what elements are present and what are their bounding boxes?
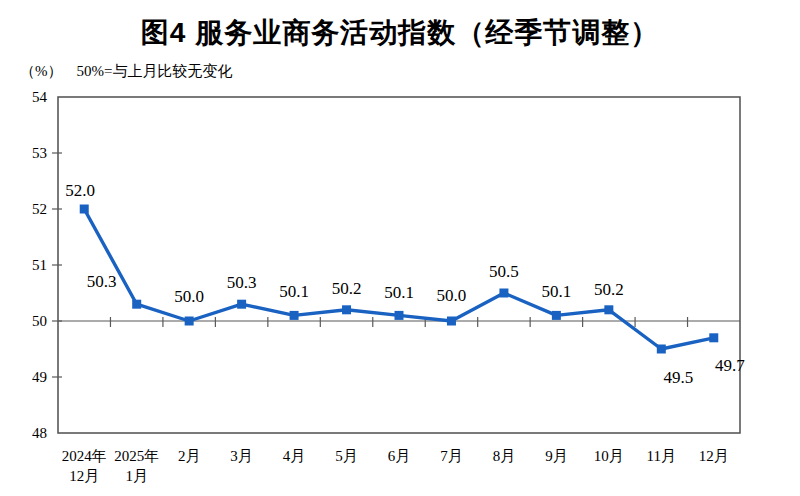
x-axis-label: 4月 bbox=[283, 448, 306, 464]
y-axis-label: 48 bbox=[32, 425, 47, 441]
services-pmi-figure: 图4 服务业商务活动指数（经季节调整） （%）50%=与上月比较无变化 4849… bbox=[0, 0, 800, 496]
data-point-marker bbox=[290, 311, 299, 320]
x-axis-label: 8月 bbox=[493, 448, 516, 464]
data-point-marker bbox=[342, 305, 351, 314]
data-point-marker bbox=[447, 317, 456, 326]
x-axis-label: 11月 bbox=[647, 448, 676, 464]
y-axis-label: 53 bbox=[32, 145, 47, 161]
data-label: 49.5 bbox=[663, 368, 693, 387]
x-axis-label: 12月 bbox=[699, 448, 729, 464]
x-axis-label: 2024年 bbox=[62, 448, 107, 464]
x-axis-label: 7月 bbox=[440, 448, 463, 464]
data-label: 50.2 bbox=[594, 280, 624, 299]
data-point-marker bbox=[80, 205, 89, 214]
data-point-marker bbox=[604, 305, 613, 314]
y-axis-label: 49 bbox=[32, 369, 47, 385]
y-axis-label: 52 bbox=[32, 201, 47, 217]
data-point-marker bbox=[185, 317, 194, 326]
plot-border bbox=[58, 97, 740, 433]
y-axis-label: 54 bbox=[32, 89, 48, 105]
x-axis-label: 6月 bbox=[388, 448, 411, 464]
data-label: 50.1 bbox=[384, 283, 414, 302]
y-axis-label: 51 bbox=[32, 257, 47, 273]
x-axis-label: 2025年 bbox=[114, 448, 159, 464]
data-label: 50.3 bbox=[227, 273, 257, 292]
data-label: 50.3 bbox=[87, 272, 117, 291]
data-point-marker bbox=[237, 300, 246, 309]
data-point-marker bbox=[132, 300, 141, 309]
services-pmi-line-chart: 48 49 50 51 52 53 54 52.0 50.3 50.0 50.3 50.1 50.2 50… bbox=[0, 0, 800, 496]
x-axis-label: 10月 bbox=[594, 448, 624, 464]
x-axis-label: 5月 bbox=[335, 448, 358, 464]
data-label: 50.5 bbox=[489, 262, 519, 281]
data-point-marker bbox=[499, 289, 508, 298]
x-axis-label: 2月 bbox=[178, 448, 201, 464]
x-axis-label: 12月 bbox=[69, 468, 99, 484]
data-label: 50.2 bbox=[332, 279, 362, 298]
data-point-marker bbox=[395, 311, 404, 320]
data-label: 52.0 bbox=[65, 181, 95, 200]
data-label: 50.1 bbox=[279, 282, 309, 301]
x-axis-label: 9月 bbox=[545, 448, 568, 464]
data-label: 50.0 bbox=[174, 287, 204, 306]
data-label: 50.0 bbox=[437, 286, 467, 305]
data-label: 49.7 bbox=[715, 356, 745, 375]
data-label: 50.1 bbox=[542, 282, 572, 301]
data-point-marker bbox=[709, 333, 718, 342]
x-axis-label: 1月 bbox=[125, 468, 148, 484]
data-point-marker bbox=[552, 311, 561, 320]
data-point-marker bbox=[657, 345, 666, 354]
y-axis-label: 50 bbox=[32, 313, 47, 329]
x-axis-label: 3月 bbox=[230, 448, 253, 464]
